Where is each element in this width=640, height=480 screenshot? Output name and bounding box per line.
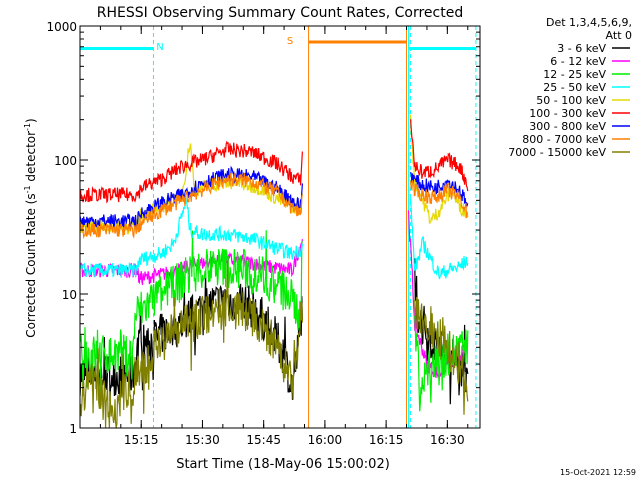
series-line-3-0 <box>80 197 303 278</box>
annotation-N: N <box>156 42 163 53</box>
plot-frame <box>79 25 481 429</box>
series-line-5-0 <box>80 140 303 204</box>
series-line-2-0 <box>80 230 303 397</box>
x-tick-label-2: 15:45 <box>246 433 281 447</box>
legend-label-1: 6 - 12 keV <box>550 55 606 68</box>
legend-label-5: 100 - 300 keV <box>529 107 606 120</box>
y-axis-label: Corrected Count Rate (s-1 detector-1) <box>23 118 38 337</box>
legend-header-2: Att 0 <box>606 29 632 42</box>
y-tick-label-0: 1 <box>69 422 77 436</box>
legend-label-6: 300 - 800 keV <box>529 120 606 133</box>
legend-header-1: Det 1,3,4,5,6,9, <box>546 16 632 29</box>
x-tick-label-4: 16:15 <box>369 433 404 447</box>
series-line-6-0 <box>80 165 303 229</box>
footer-timestamp: 15-Oct-2021 12:59 <box>560 468 636 477</box>
x-tick-label-1: 15:30 <box>185 433 220 447</box>
series-line-3-1 <box>410 198 469 280</box>
series-line-7-0 <box>80 172 303 240</box>
x-axis-label: Start Time (18-May-06 15:00:02) <box>176 457 390 472</box>
y-tick-label-1: 10 <box>62 288 77 302</box>
plot-area: NS <box>80 26 477 428</box>
x-tick-label-5: 16:30 <box>430 433 465 447</box>
y-tick-label-2: 100 <box>54 154 77 168</box>
series-group <box>80 114 469 428</box>
series-line-8-0 <box>80 260 303 428</box>
axes: 1 10 100 1000 15:15 15:30 15:45 16:00 16:15 16:30 <box>46 20 481 447</box>
series-line-7-1 <box>410 180 469 218</box>
x-tick-label-0: 15:15 <box>124 433 159 447</box>
legend-label-8: 7000 - 15000 keV <box>508 146 606 159</box>
annotation-S: S <box>287 36 293 47</box>
y-tick-label-3: 1000 <box>46 20 77 34</box>
x-tick-label-3: 16:00 <box>308 433 343 447</box>
legend-label-0: 3 - 6 keV <box>557 42 606 55</box>
series-line-5-1 <box>410 119 469 192</box>
legend-label-3: 25 - 50 keV <box>543 81 606 94</box>
legend-label-4: 50 - 100 keV <box>536 94 606 107</box>
series-line-8-1 <box>414 296 469 415</box>
legend-label-7: 800 - 7000 keV <box>522 133 606 146</box>
chart-title: RHESSI Observing Summary Count Rates, Co… <box>97 5 463 21</box>
legend-label-2: 12 - 25 keV <box>543 68 606 81</box>
